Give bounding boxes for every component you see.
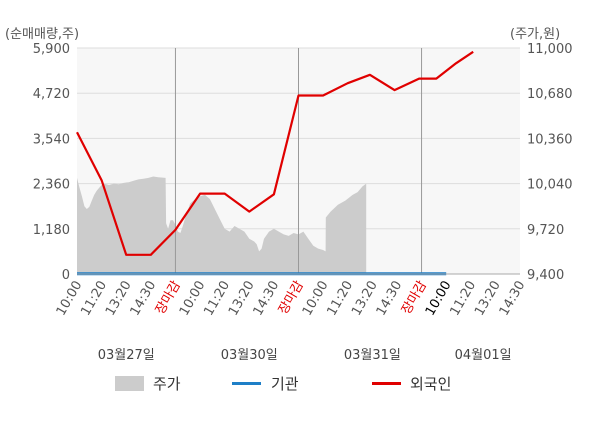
right-tick-label: 10,360 xyxy=(527,132,573,147)
legend-price-swatch xyxy=(115,376,144,391)
left-axis-unit: (순매매량,주) xyxy=(5,27,79,42)
x-tick-label: 14:30 xyxy=(374,279,406,319)
price-area xyxy=(77,176,367,274)
x-tick-label: 14:30 xyxy=(128,279,160,319)
legend-institution-swatch xyxy=(232,382,261,385)
left-tick-label: 2,360 xyxy=(33,178,70,193)
date-label: 04월01일 xyxy=(455,348,512,363)
right-tick-label: 9,720 xyxy=(527,223,564,238)
legend-price-label: 주가 xyxy=(153,375,181,393)
right-axis-unit: (주가,원) xyxy=(510,27,560,42)
date-label: 03월30일 xyxy=(221,348,278,363)
left-tick-label: 3,540 xyxy=(33,132,70,147)
foreign-line-series xyxy=(76,50,474,256)
date-labels: 03월27일 03월30일 03월31일 04월01일 xyxy=(98,348,512,363)
left-axis-ticks: 0 1,180 2,360 3,540 4,720 5,900 xyxy=(33,42,70,283)
right-tick-label: 9,400 xyxy=(527,268,564,283)
x-axis-ticks: 10:0011:2013:2014:30장마감10:0011:2013:2014… xyxy=(54,278,529,318)
right-tick-label: 10,040 xyxy=(527,178,573,193)
left-tick-label: 5,900 xyxy=(33,42,70,57)
legend-foreign-label: 외국인 xyxy=(410,375,451,393)
legend-foreign-swatch xyxy=(372,382,401,385)
left-tick-label: 0 xyxy=(62,268,70,283)
right-axis-ticks: 9,400 9,720 10,040 10,360 10,680 11,000 xyxy=(527,42,573,283)
price-area-series xyxy=(77,176,367,274)
day-dividers xyxy=(174,48,423,274)
x-tick-label: 14:30 xyxy=(497,279,529,319)
right-tick-label: 11,000 xyxy=(527,42,573,57)
date-label: 03월27일 xyxy=(98,348,155,363)
foreign-line xyxy=(76,50,474,256)
legend-institution-label: 기관 xyxy=(271,375,299,393)
left-tick-label: 1,180 xyxy=(33,223,70,238)
left-tick-label: 4,720 xyxy=(33,87,70,102)
legend: 주가 기관 외국인 xyxy=(115,375,451,393)
date-label: 03월31일 xyxy=(344,348,401,363)
x-tick-label: 14:30 xyxy=(251,279,283,319)
right-tick-label: 10,680 xyxy=(527,87,573,102)
